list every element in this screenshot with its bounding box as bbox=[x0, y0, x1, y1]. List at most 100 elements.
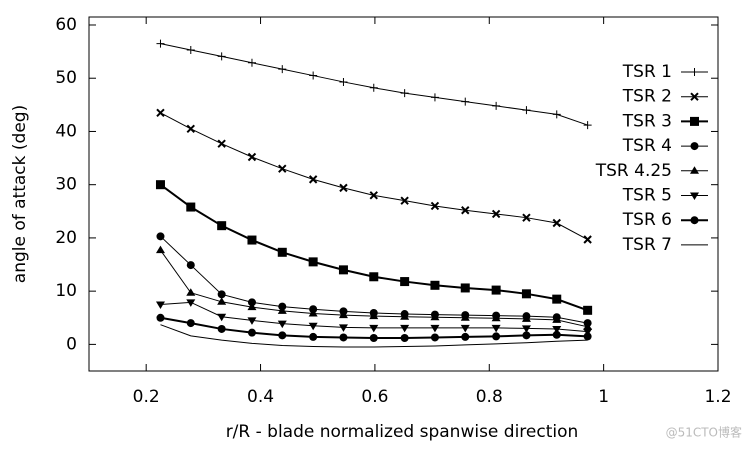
x-tick-label: 0.4 bbox=[247, 387, 274, 407]
data-point bbox=[430, 312, 440, 321]
x-tick-label: 0.2 bbox=[133, 387, 160, 407]
x-axis-label: r/R - blade normalized spanwise directio… bbox=[226, 422, 579, 442]
data-point bbox=[156, 39, 165, 48]
data-point bbox=[491, 209, 501, 219]
data-point bbox=[430, 280, 440, 290]
data-point bbox=[247, 302, 257, 311]
data-point bbox=[338, 310, 348, 319]
legend-marker bbox=[690, 92, 699, 101]
data-point bbox=[369, 311, 379, 320]
data-point bbox=[156, 313, 165, 322]
data-point bbox=[400, 324, 410, 333]
data-point bbox=[461, 332, 470, 341]
data-point bbox=[278, 164, 287, 173]
data-point bbox=[583, 305, 593, 315]
data-point bbox=[278, 331, 287, 340]
data-point bbox=[522, 106, 531, 115]
data-point bbox=[186, 288, 196, 296]
data-point bbox=[155, 180, 165, 190]
data-point bbox=[186, 124, 195, 133]
data-point bbox=[461, 97, 470, 106]
data-point bbox=[369, 333, 378, 342]
data-point bbox=[460, 313, 470, 321]
data-point bbox=[308, 322, 318, 331]
data-point bbox=[217, 139, 226, 148]
data-point bbox=[491, 285, 501, 295]
data-point bbox=[247, 235, 257, 245]
data-point bbox=[583, 121, 592, 130]
data-point bbox=[156, 232, 165, 241]
data-point bbox=[491, 324, 501, 333]
y-tick-label: 0 bbox=[66, 334, 77, 354]
data-point bbox=[430, 93, 439, 102]
data-point bbox=[217, 313, 227, 322]
data-point bbox=[430, 201, 440, 211]
data-point bbox=[521, 314, 531, 322]
data-point bbox=[277, 320, 287, 329]
y-tick-label: 40 bbox=[55, 121, 77, 141]
watermark: @51CTO博客 bbox=[666, 425, 742, 440]
data-point bbox=[186, 261, 195, 270]
data-point bbox=[217, 221, 227, 231]
data-point bbox=[186, 46, 195, 55]
data-point bbox=[338, 324, 348, 332]
legend-label: TSR 2 bbox=[622, 87, 672, 107]
data-point bbox=[583, 332, 592, 341]
legend-label: TSR 4.25 bbox=[595, 161, 672, 181]
data-point bbox=[522, 213, 531, 222]
data-point bbox=[521, 325, 531, 333]
data-point bbox=[338, 265, 348, 275]
data-point bbox=[155, 245, 165, 254]
data-point bbox=[217, 52, 226, 61]
data-point bbox=[339, 183, 348, 193]
data-point bbox=[247, 317, 257, 325]
data-point bbox=[339, 333, 348, 342]
data-point bbox=[309, 71, 318, 80]
data-point bbox=[278, 65, 287, 74]
data-point bbox=[460, 324, 470, 333]
data-point bbox=[522, 331, 531, 340]
data-point bbox=[400, 333, 409, 342]
data-point bbox=[400, 277, 410, 287]
data-point bbox=[492, 101, 501, 110]
data-point bbox=[552, 315, 562, 323]
data-point bbox=[247, 298, 256, 307]
legend-marker bbox=[690, 116, 699, 126]
data-point bbox=[400, 89, 409, 98]
legend-label: TSR 6 bbox=[622, 210, 672, 230]
legend-label: TSR 1 bbox=[622, 62, 672, 82]
legend-label: TSR 5 bbox=[622, 186, 672, 206]
data-point bbox=[155, 301, 165, 309]
data-point bbox=[583, 235, 592, 244]
data-point bbox=[369, 324, 379, 333]
y-tick-label: 10 bbox=[55, 281, 77, 301]
data-point bbox=[552, 325, 562, 334]
y-tick-label: 30 bbox=[55, 175, 77, 195]
data-point bbox=[247, 328, 256, 337]
data-point bbox=[186, 319, 195, 328]
y-tick-label: 60 bbox=[55, 15, 77, 35]
data-point bbox=[552, 294, 562, 304]
data-point bbox=[491, 313, 501, 322]
data-point bbox=[217, 290, 226, 299]
data-point bbox=[308, 257, 318, 267]
data-point bbox=[583, 328, 593, 337]
data-point bbox=[430, 324, 440, 333]
y-tick-label: 20 bbox=[55, 228, 77, 248]
data-point bbox=[156, 108, 165, 118]
legend-marker bbox=[690, 192, 699, 200]
data-point bbox=[460, 283, 470, 293]
data-point bbox=[430, 333, 439, 342]
data-point bbox=[583, 322, 593, 330]
data-point bbox=[217, 297, 227, 305]
data-point bbox=[277, 306, 287, 314]
x-tick-label: 1 bbox=[598, 387, 609, 407]
x-tick-label: 1.2 bbox=[704, 387, 731, 407]
data-point bbox=[369, 83, 378, 92]
legend-label: TSR 3 bbox=[622, 111, 672, 131]
legend-label: TSR 7 bbox=[622, 235, 672, 255]
data-point bbox=[247, 152, 257, 162]
data-point bbox=[552, 330, 561, 339]
legend-marker bbox=[690, 68, 699, 76]
